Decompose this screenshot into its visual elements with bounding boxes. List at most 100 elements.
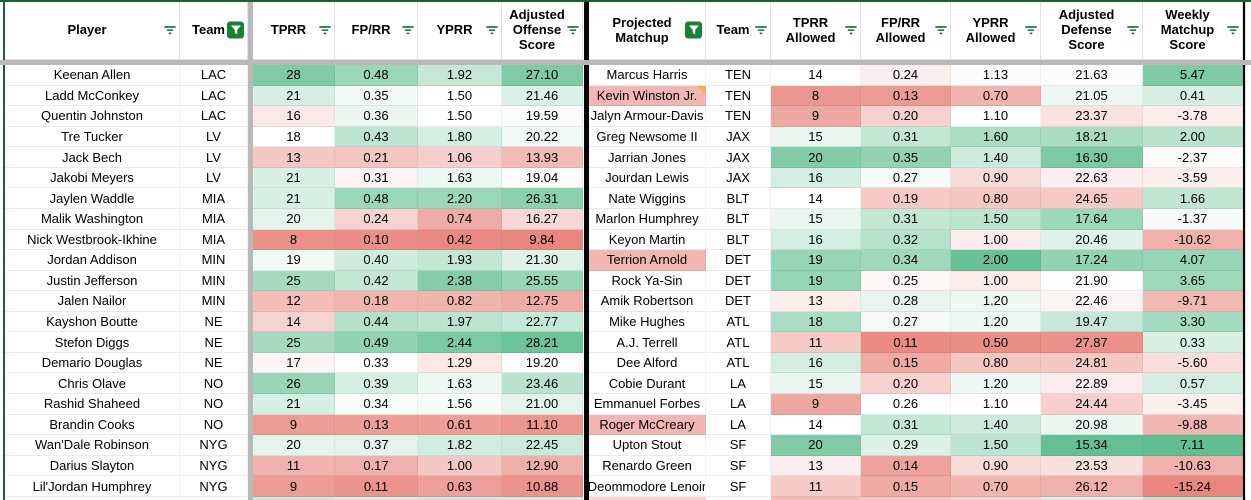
stat-cell[interactable]: 0.20 <box>861 106 951 127</box>
filter-icon[interactable] <box>485 24 499 36</box>
stat-cell[interactable]: 0.20 <box>861 373 951 394</box>
stat-cell[interactable]: -3.45 <box>1143 394 1243 415</box>
matchup-cell[interactable]: Marlon Humphrey <box>589 208 706 230</box>
stat-cell[interactable]: 16 <box>771 352 861 374</box>
stat-cell[interactable]: 0.39 <box>335 373 418 394</box>
stat-cell[interactable]: 0.32 <box>861 229 951 251</box>
stat-cell[interactable]: 23.46 <box>502 373 583 394</box>
stat-cell[interactable]: 11 <box>771 332 861 353</box>
player-cell[interactable]: Jaylen Waddle <box>5 188 180 209</box>
stat-cell[interactable]: 0.31 <box>861 208 951 230</box>
stat-cell[interactable]: 20.98 <box>1041 414 1143 436</box>
team-cell[interactable]: BLT <box>706 208 771 230</box>
col-header-team[interactable]: Team <box>180 0 248 60</box>
stat-cell[interactable]: 0.17 <box>335 455 418 477</box>
player-cell[interactable]: Kayshon Boutte <box>5 311 180 333</box>
stat-cell[interactable]: 23.53 <box>1041 455 1143 477</box>
freeze-bar-horizontal[interactable] <box>0 60 1251 65</box>
stat-cell[interactable]: 8 <box>253 229 335 251</box>
stat-cell[interactable]: 11 <box>771 476 861 497</box>
freeze-bar-vertical[interactable] <box>248 65 253 86</box>
stat-cell[interactable]: -9.88 <box>1143 414 1243 436</box>
stat-cell[interactable]: 0.48 <box>335 65 418 86</box>
stat-cell[interactable]: 12 <box>253 291 335 312</box>
stat-cell[interactable]: 25.55 <box>502 270 583 292</box>
stat-cell[interactable]: 1.20 <box>951 311 1041 333</box>
team-cell[interactable]: ATL <box>706 311 771 333</box>
stat-cell[interactable]: 1.40 <box>951 414 1041 436</box>
stat-cell[interactable]: 20.22 <box>502 126 583 148</box>
player-cell[interactable]: Nick Westbrook-Ikhine <box>5 229 180 251</box>
stat-cell[interactable]: 1.20 <box>951 373 1041 394</box>
freeze-bar-vertical[interactable] <box>248 250 253 271</box>
freeze-bar-vertical[interactable] <box>248 373 253 394</box>
stat-cell[interactable]: 0.70 <box>951 85 1041 107</box>
player-cell[interactable]: Quentin Johnston <box>5 106 180 127</box>
stat-cell[interactable]: 0.42 <box>335 270 418 292</box>
stat-cell[interactable]: 0.80 <box>951 188 1041 209</box>
stat-cell[interactable]: 24.81 <box>1041 352 1143 374</box>
filter-icon[interactable] <box>934 24 948 36</box>
player-cell[interactable]: Brandin Cooks <box>5 414 180 436</box>
stat-cell[interactable]: 0.36 <box>335 106 418 127</box>
stat-cell[interactable]: 9 <box>771 394 861 415</box>
stat-cell[interactable]: 0.57 <box>1143 373 1243 394</box>
stat-cell[interactable]: 4.07 <box>1143 250 1243 271</box>
stat-cell[interactable]: -15.24 <box>1143 476 1243 497</box>
stat-cell[interactable]: 17 <box>253 352 335 374</box>
stat-cell[interactable]: 0.21 <box>335 147 418 168</box>
stat-cell[interactable]: 26.12 <box>1041 476 1143 497</box>
stat-cell[interactable]: -3.59 <box>1143 167 1243 189</box>
stat-cell[interactable]: 1.50 <box>951 208 1041 230</box>
team-cell[interactable]: NE <box>180 311 248 333</box>
stat-cell[interactable]: 2.20 <box>418 188 502 209</box>
team-cell[interactable]: LAC <box>180 85 248 107</box>
stat-cell[interactable]: 17.24 <box>1041 250 1143 271</box>
col-header-weekly-matchup-score[interactable]: Weekly Matchup Score <box>1143 0 1243 60</box>
stat-cell[interactable]: 1.10 <box>951 394 1041 415</box>
stat-cell[interactable]: 9 <box>253 414 335 436</box>
stat-cell[interactable]: 21 <box>253 85 335 107</box>
stat-cell[interactable]: 0.13 <box>335 414 418 436</box>
stat-cell[interactable]: 0.70 <box>951 476 1041 497</box>
matchup-cell[interactable]: Cobie Durant <box>589 373 706 394</box>
matchup-cell[interactable]: Mike Hughes <box>589 311 706 333</box>
stat-cell[interactable]: 0.11 <box>861 332 951 353</box>
stat-cell[interactable]: 11 <box>253 455 335 477</box>
stat-cell[interactable]: 20 <box>771 147 861 168</box>
matchup-cell[interactable]: Terrion Arnold <box>589 250 706 271</box>
matchup-cell[interactable]: Keyon Martin <box>589 229 706 251</box>
stat-cell[interactable]: 0.31 <box>861 126 951 148</box>
stat-cell[interactable]: 0.82 <box>418 291 502 312</box>
stat-cell[interactable]: 16 <box>771 229 861 251</box>
stat-cell[interactable]: 1.10 <box>951 106 1041 127</box>
col-header-tprr-allowed[interactable]: TPRR Allowed <box>771 0 861 60</box>
player-cell[interactable]: Stefon Diggs <box>5 332 180 353</box>
team-cell[interactable]: NYG <box>180 476 248 497</box>
stat-cell[interactable]: 21.05 <box>1041 85 1143 107</box>
stat-cell[interactable]: 21.00 <box>502 394 583 415</box>
stat-cell[interactable]: 2.44 <box>418 332 502 353</box>
stat-cell[interactable]: 2.00 <box>951 250 1041 271</box>
stat-cell[interactable]: 18.21 <box>1041 126 1143 148</box>
team-cell[interactable]: DET <box>706 291 771 312</box>
matchup-cell[interactable]: Upton Stout <box>589 435 706 456</box>
stat-cell[interactable]: 28.21 <box>502 332 583 353</box>
stat-cell[interactable]: 0.27 <box>861 167 951 189</box>
stat-cell[interactable]: 2.00 <box>1143 126 1243 148</box>
stat-cell[interactable]: 0.90 <box>951 455 1041 477</box>
col-header-player[interactable]: Player <box>5 0 180 60</box>
filter-icon[interactable] <box>401 24 415 36</box>
stat-cell[interactable]: 19.59 <box>502 106 583 127</box>
team-cell[interactable]: MIA <box>180 229 248 251</box>
team-cell[interactable]: BLT <box>706 188 771 209</box>
col-header-adjusted-offense-score[interactable]: Adjusted Offense Score <box>502 0 583 60</box>
team-cell[interactable]: SF <box>706 455 771 477</box>
team-cell[interactable]: SF <box>706 435 771 456</box>
stat-cell[interactable]: 0.37 <box>335 435 418 456</box>
stat-cell[interactable]: 0.80 <box>951 352 1041 374</box>
stat-cell[interactable]: 9 <box>253 476 335 497</box>
stat-cell[interactable]: 2.38 <box>418 270 502 292</box>
stat-cell[interactable]: 1.29 <box>418 352 502 374</box>
stat-cell[interactable]: 22.89 <box>1041 373 1143 394</box>
